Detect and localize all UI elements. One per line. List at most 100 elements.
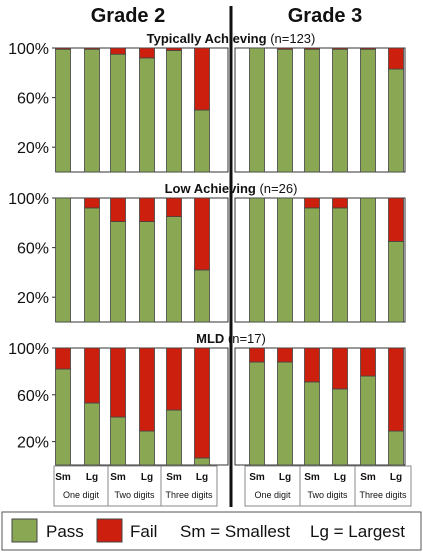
y-tick-label: 60% <box>17 91 49 108</box>
grade-3-header: Grade 3 <box>288 5 362 27</box>
y-tick-label: 20% <box>17 290 49 307</box>
group-label: Two digits <box>114 490 155 500</box>
category-label: Sm <box>360 472 376 483</box>
panel-title: Typically Achieving (n=123) <box>147 31 316 46</box>
bar-pass <box>84 207 100 323</box>
bar-pass <box>110 53 126 173</box>
bar-pass <box>55 197 71 323</box>
bar-pass <box>55 48 71 173</box>
bar-fail <box>139 47 155 59</box>
bar-pass <box>332 388 348 466</box>
bar-pass <box>360 48 376 173</box>
y-tick-label: 20% <box>17 140 49 157</box>
category-group-box <box>354 465 412 507</box>
category-label: Lg <box>196 472 208 483</box>
bar-pass <box>249 197 265 323</box>
bar-fail <box>304 197 320 209</box>
bar-fail <box>166 47 182 51</box>
bar-fail <box>360 347 376 377</box>
bar-pass <box>388 430 404 466</box>
bar-fail <box>249 347 265 363</box>
y-tick-label: 100% <box>8 41 49 58</box>
bar-fail <box>110 197 126 222</box>
bar-fail <box>55 47 71 50</box>
bar-fail <box>110 347 126 418</box>
bar-fail <box>84 47 100 50</box>
bar-pass <box>277 361 293 466</box>
y-tick-label: 60% <box>17 241 49 258</box>
bar-pass <box>110 416 126 466</box>
legend: Pass Fail Sm = Smallest Lg = Largest <box>1 511 422 551</box>
bar-pass <box>84 402 100 466</box>
bar-fail <box>277 347 293 363</box>
panel-3: MLD (n=17) 100% 60% 20% <box>8 331 406 466</box>
bar-pass <box>360 375 376 466</box>
bar-pass <box>139 57 155 173</box>
bar-pass <box>304 48 320 173</box>
bar-fail <box>332 47 348 50</box>
group-label: Two digits <box>307 490 348 500</box>
grade-2-header: Grade 2 <box>91 5 165 27</box>
bar-fail <box>139 347 155 432</box>
legend-swatch-fail <box>96 518 123 543</box>
category-label: Sm <box>304 472 320 483</box>
legend-note-largest: Lg = Largest <box>310 522 405 541</box>
bar-pass <box>332 48 348 173</box>
bar-fail <box>166 347 182 411</box>
bar-pass <box>304 207 320 323</box>
panel-2: Low Achieving (n=26) 100% 60% 20% <box>8 181 406 323</box>
bar-pass <box>277 48 293 173</box>
category-label: Lg <box>279 472 291 483</box>
bar-fail <box>194 347 210 459</box>
bar-pass <box>110 221 126 323</box>
bar-pass <box>388 240 404 323</box>
plot-frame-grade-3 <box>234 197 406 323</box>
bar-fail <box>84 347 100 404</box>
bar-pass <box>166 50 182 173</box>
bar-fail <box>84 197 100 209</box>
group-label: One digit <box>63 490 100 500</box>
bar-pass <box>194 457 210 466</box>
panels: Typically Achieving (n=123) 100% 60% 20% Low… <box>8 31 406 466</box>
bar-fail <box>166 197 182 218</box>
legend-swatch-pass <box>11 518 38 543</box>
bar-pass <box>304 381 320 466</box>
category-labels: One digit Two digits Three digits One digit… <box>53 465 412 507</box>
legend-note-smallest: Sm = Smallest <box>180 522 290 541</box>
bar-pass <box>360 197 376 323</box>
panel-1: Typically Achieving (n=123) 100% 60% 20% <box>8 31 406 173</box>
bar-fail <box>388 197 404 242</box>
bar-fail <box>332 347 348 390</box>
plot-frame-grade-3 <box>234 47 406 173</box>
bar-pass <box>166 216 182 323</box>
category-label: Sm <box>55 472 71 483</box>
plot-frame-grade-3 <box>234 347 406 466</box>
grade-headers: Grade 2 Grade 3 <box>91 5 362 27</box>
bar-fail <box>388 47 404 70</box>
bar-pass <box>249 47 265 173</box>
legend-box <box>1 511 422 551</box>
panel-title: Low Achieving (n=26) <box>165 181 298 196</box>
bar-pass <box>388 68 404 173</box>
bar-pass <box>194 109 210 173</box>
group-label: Three digits <box>359 490 407 500</box>
category-label: Lg <box>86 472 98 483</box>
bar-fail <box>332 197 348 209</box>
bar-pass <box>332 207 348 323</box>
bar-pass <box>194 269 210 323</box>
bar-fail <box>110 47 126 55</box>
category-label: Lg <box>141 472 153 483</box>
y-tick-label: 20% <box>17 435 49 452</box>
bar-pass <box>55 368 71 466</box>
panel-title: MLD (n=17) <box>196 331 266 346</box>
bar-fail <box>277 47 293 50</box>
category-label: Sm <box>249 472 265 483</box>
y-tick-label: 100% <box>8 341 49 358</box>
category-label: Lg <box>334 472 346 483</box>
bar-pass <box>139 221 155 323</box>
bar-pass <box>84 48 100 173</box>
category-label: Sm <box>110 472 126 483</box>
bar-fail <box>388 347 404 432</box>
bar-fail <box>304 347 320 383</box>
